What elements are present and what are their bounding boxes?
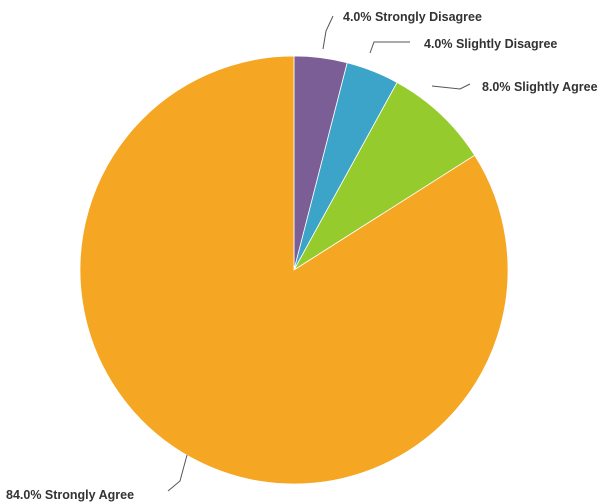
leader-line-strongly-agree xyxy=(167,454,188,492)
pie-slice-strongly-agree xyxy=(79,55,509,485)
slice-label-slightly-disagree: 4.0% Slightly Disagree xyxy=(424,37,557,51)
slice-label-slightly-agree: 8.0% Slightly Agree xyxy=(482,80,598,94)
leader-lines xyxy=(167,15,471,492)
slice-labels: 4.0% Strongly Disagree 4.0% Slightly Disa… xyxy=(6,10,598,502)
pie-slices xyxy=(79,55,509,485)
leader-line-slightly-agree xyxy=(431,83,471,90)
leader-line-strongly-disagree xyxy=(322,15,334,50)
slice-label-strongly-disagree: 4.0% Strongly Disagree xyxy=(343,10,482,24)
leader-line-slightly-disagree xyxy=(369,41,410,54)
pie-slice-slightly-agree xyxy=(293,81,476,271)
slice-label-strongly-agree: 84.0% Strongly Agree xyxy=(6,488,134,502)
